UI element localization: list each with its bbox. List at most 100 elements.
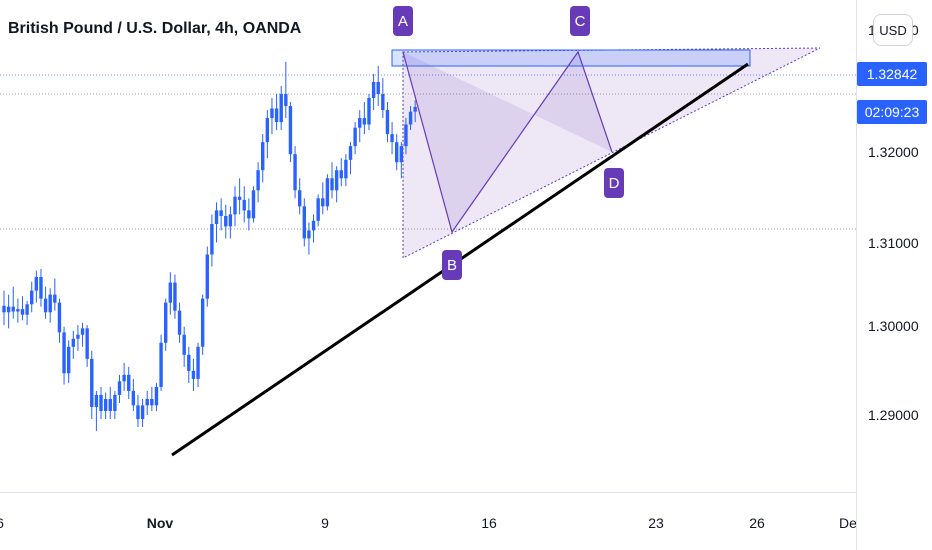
candle-body [71, 338, 75, 347]
candle-body [117, 381, 122, 395]
candle-body [233, 196, 237, 215]
candle-body [367, 98, 371, 125]
candle-body [99, 394, 103, 411]
y-tick-label: 1.29000 [868, 407, 919, 423]
pattern-point-c-label[interactable]: C [570, 6, 590, 36]
candle-body [404, 124, 408, 147]
candle-body [288, 106, 293, 155]
candle-body [108, 398, 112, 411]
candle-body [76, 334, 80, 339]
candle-body [381, 94, 385, 111]
candle-body [191, 370, 196, 379]
candle-body [307, 230, 311, 239]
candle-body [53, 294, 57, 303]
candle-body [251, 190, 256, 219]
y-tick-label: 1.30000 [868, 318, 919, 334]
candle-body [237, 196, 242, 200]
candle-body [85, 328, 89, 359]
candle-body [339, 170, 343, 179]
candle-body [353, 127, 357, 147]
candle-body [122, 374, 126, 382]
candle-body [48, 294, 52, 313]
candle-body [200, 298, 205, 347]
candle-body [399, 146, 404, 163]
candle-body [2, 305, 6, 313]
candle-body [62, 332, 66, 374]
candle-body [11, 306, 15, 312]
candle-body [390, 134, 394, 143]
candle-body [34, 276, 39, 291]
candle-body [256, 170, 260, 191]
time-scale-separator [0, 492, 856, 493]
candle-body [20, 309, 25, 315]
candle-body [358, 118, 362, 128]
x-tick-label: De [839, 515, 857, 531]
candle-body [43, 298, 48, 313]
candle-body [136, 405, 140, 420]
candle-body [39, 276, 43, 299]
countdown-badge: 02:09:23 [857, 100, 927, 124]
abcd-pattern-line [402, 50, 613, 234]
pattern-point-a-label[interactable]: A [393, 6, 413, 36]
x-tick-label: 23 [648, 515, 664, 531]
candle-body [214, 210, 219, 225]
last-price-badge: 1.32842 [857, 62, 927, 86]
candle-body [25, 304, 29, 315]
candle-body [6, 306, 11, 313]
candle-body [316, 198, 320, 221]
candle-body [145, 398, 149, 406]
candle-body [154, 386, 159, 406]
candle-body [57, 302, 62, 333]
candle-body [242, 199, 246, 211]
pattern-lines-group [402, 50, 613, 234]
candle-body [224, 215, 228, 227]
candle-body [150, 398, 154, 406]
candle-body [371, 81, 376, 99]
candle-body [321, 198, 325, 207]
candle-body [131, 390, 136, 406]
abcd-pattern-fill [403, 52, 612, 232]
candle-body [113, 394, 117, 411]
candle-body [334, 170, 339, 191]
candle-body [187, 354, 191, 371]
candle-body [228, 214, 233, 227]
price-scale-separator [856, 0, 857, 550]
candle-body [325, 178, 330, 207]
x-tick-label: 26 [749, 515, 765, 531]
candle-body [408, 111, 413, 125]
candle-body [413, 106, 417, 112]
candle-body [284, 94, 288, 107]
candle-body [140, 405, 145, 420]
candle-body [177, 310, 182, 335]
candle-body [16, 309, 20, 312]
candle-body [103, 398, 108, 411]
candle-body [219, 210, 223, 216]
candle-body [90, 358, 94, 407]
candle-body [265, 118, 270, 143]
x-axis-ticks: 6 Nov 9 16 23 26 De [0, 515, 857, 531]
x-tick-label: 9 [321, 515, 329, 531]
chart-title: British Pound / U.S. Dollar, 4h, OANDA [8, 20, 302, 37]
candle-body [261, 142, 265, 171]
x-tick-label: 6 [0, 515, 4, 531]
candle-body [164, 302, 168, 343]
candle-body [344, 159, 348, 179]
candle-body [279, 94, 283, 123]
y-tick-label: 1.32000 [868, 144, 919, 160]
currency-button[interactable]: USD [873, 14, 913, 46]
candle-body [94, 394, 99, 407]
candle-body [247, 210, 251, 219]
pattern-point-b-label[interactable]: B [442, 250, 462, 280]
pattern-point-d-label[interactable]: D [604, 168, 624, 198]
x-tick-label: Nov [147, 515, 174, 531]
x-tick-label: 16 [481, 515, 497, 531]
candle-body [127, 374, 131, 391]
candle-body [196, 346, 200, 379]
resistance-zone [391, 49, 751, 67]
candle-body [66, 346, 71, 374]
y-tick-label: 1.31000 [868, 235, 919, 251]
candle-body [376, 81, 380, 94]
candle-body [311, 220, 316, 231]
candle-body [395, 142, 399, 163]
